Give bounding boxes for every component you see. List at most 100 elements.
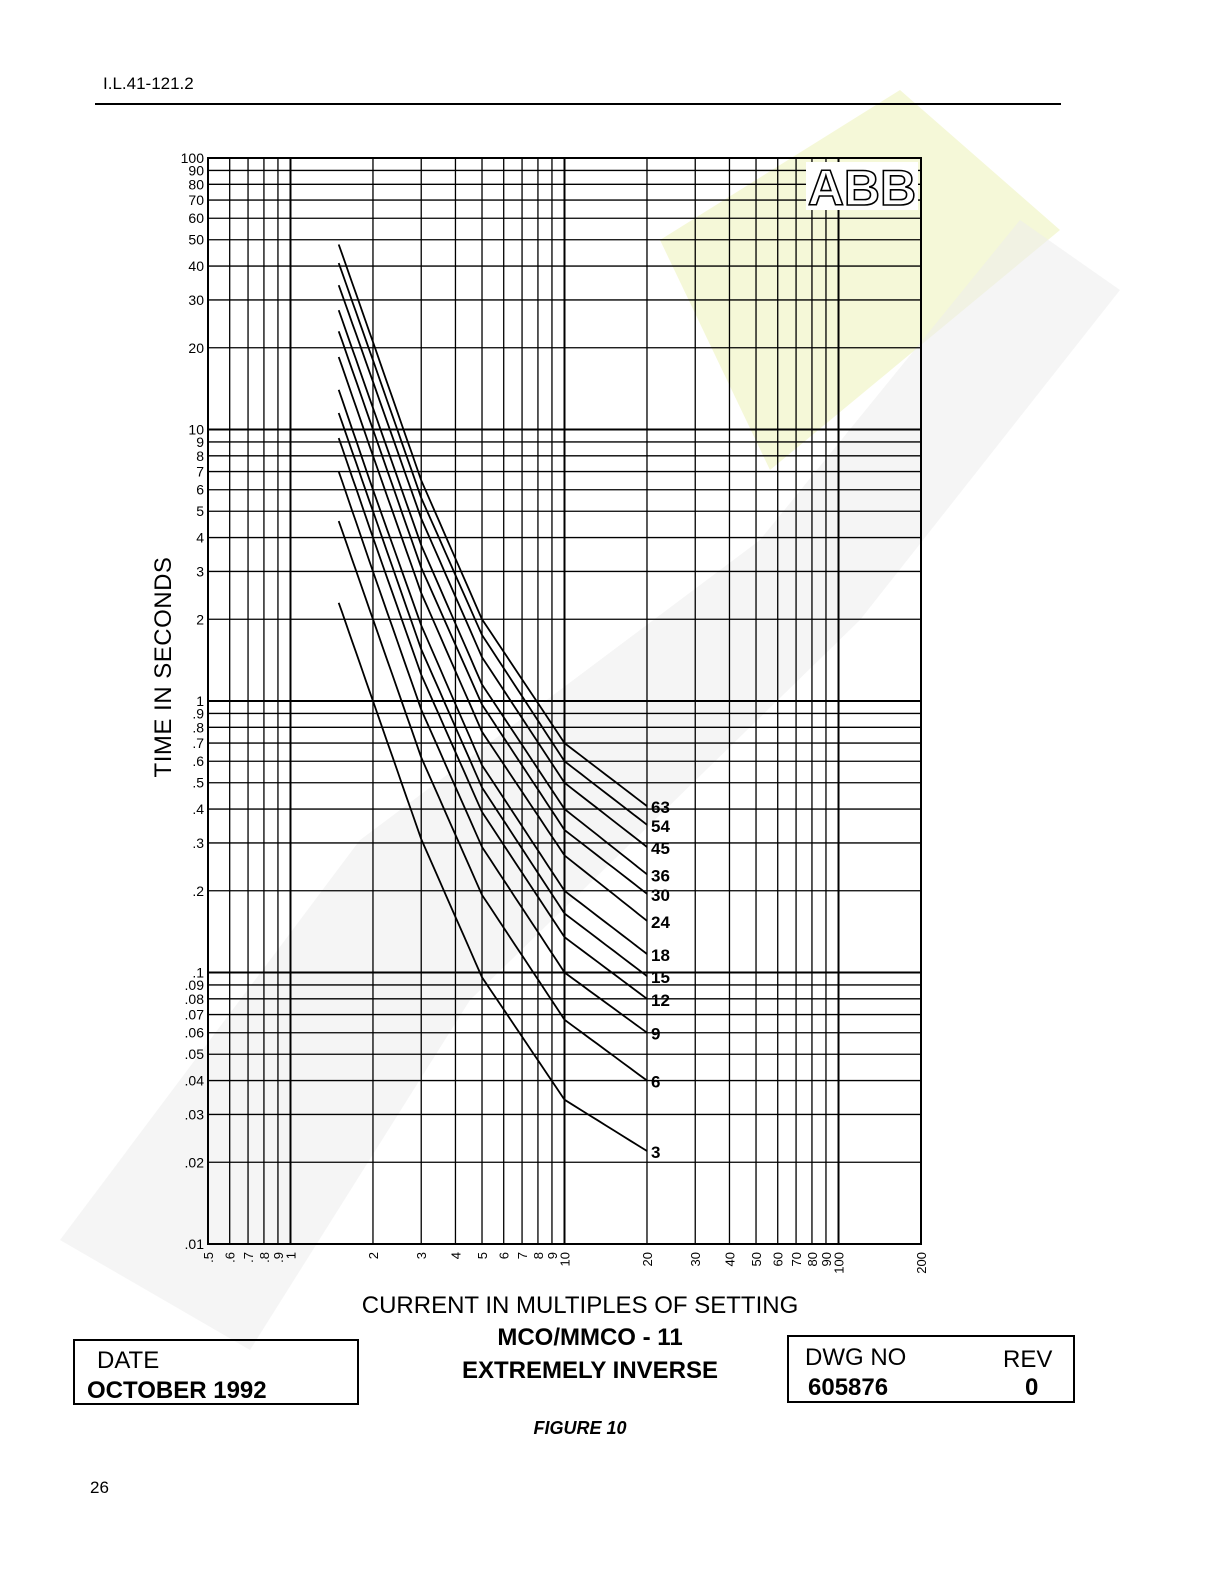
y-tick-label: .4 (192, 801, 204, 817)
curve-label-15: 15 (651, 968, 670, 987)
y-tick-label: .02 (185, 1154, 205, 1170)
document-id: I.L.41-121.2 (103, 74, 194, 93)
y-tick-label: 30 (188, 292, 204, 308)
y-axis-label: TIME IN SECONDS (150, 556, 177, 778)
x-tick-label: 100 (832, 1252, 847, 1274)
abb-logo-text: ABB (808, 160, 916, 216)
y-tick-label: .03 (185, 1106, 205, 1122)
curve-54 (337, 262, 648, 826)
date-label: DATE (97, 1347, 160, 1374)
curve-30 (337, 330, 648, 895)
curve-label-30: 30 (651, 886, 670, 905)
x-tick-label: 200 (914, 1252, 929, 1274)
x-tick-label: 6 (497, 1252, 512, 1259)
x-tick-label: 80 (805, 1252, 820, 1266)
date-box: DATE OCTOBER 1992 (73, 1339, 359, 1405)
x-tick-label: 8 (531, 1252, 546, 1259)
drawing-number-label: DWG NO (805, 1344, 907, 1371)
y-tick-label: .09 (185, 977, 205, 993)
x-tick-label: 1 (283, 1252, 298, 1259)
curve-label-6: 6 (651, 1073, 660, 1092)
y-tick-label: 10 (188, 422, 204, 438)
x-tick-label: .6 (223, 1252, 238, 1263)
drawing-number-box: DWG NO 605876 REV 0 (787, 1335, 1075, 1403)
y-tick-label: .1 (192, 965, 204, 981)
curve-18 (337, 389, 648, 955)
revision-value: 0 (1025, 1374, 1039, 1401)
y-tick-label: .08 (185, 991, 205, 1007)
curve-label-54: 54 (651, 817, 670, 836)
y-tick-label: 5 (196, 503, 204, 519)
abb-logo: ABB (806, 159, 918, 217)
curve-9 (337, 471, 648, 1034)
y-tick-label: 70 (188, 192, 204, 208)
y-tick-label: 60 (188, 210, 204, 226)
x-tick-labels: .5 .6.7.8.91 2 3 4 5 6 7 8 910 20 30 40 50 60 70 80 90100… (201, 1252, 929, 1274)
x-tick-label: 30 (688, 1252, 703, 1266)
x-tick-label: 3 (414, 1252, 429, 1259)
x-tick-label: 20 (640, 1252, 655, 1266)
y-tick-label: 7 (196, 464, 204, 480)
curve-12 (337, 437, 648, 1000)
revision-label: REV (1003, 1346, 1053, 1373)
x-tick-label: .8 (257, 1252, 272, 1263)
y-tick-label: .8 (192, 719, 204, 735)
curve-label-12: 12 (651, 991, 670, 1010)
y-tick-label: .3 (192, 835, 204, 851)
y-tick-label: 9 (196, 434, 204, 450)
y-tick-label: 4 (196, 530, 204, 546)
drawing-number-value: 605876 (808, 1374, 889, 1401)
y-tick-label: .5 (192, 775, 204, 791)
figure-caption: FIGURE 10 (533, 1418, 627, 1438)
y-tick-label: 8 (196, 448, 204, 464)
x-tick-label: .7 (241, 1252, 256, 1263)
y-tick-label: 6 (196, 482, 204, 498)
x-tick-label: 4 (448, 1252, 463, 1259)
y-tick-label: .9 (192, 705, 204, 721)
x-tick-label: .5 (201, 1252, 216, 1263)
x-tick-label: .9 (271, 1252, 286, 1263)
curve-label-24: 24 (651, 913, 670, 932)
curve-label-3: 3 (651, 1143, 660, 1162)
curve-15 (337, 412, 648, 977)
y-tick-label: .01 (185, 1236, 205, 1252)
y-tick-label: .07 (185, 1007, 205, 1023)
y-tick-label: 80 (188, 176, 204, 192)
x-tick-label: 7 (515, 1252, 530, 1259)
curve-label-9: 9 (651, 1025, 660, 1044)
page-number: 26 (90, 1478, 109, 1497)
x-tick-label: 5 (475, 1252, 490, 1259)
curve-3 (337, 602, 648, 1152)
y-tick-label: 90 (188, 162, 204, 178)
curve-45 (337, 284, 648, 848)
curve-36 (337, 309, 648, 876)
x-tick-label: 70 (789, 1252, 804, 1266)
chart-grid (207, 157, 922, 1245)
y-tick-labels: .01 .02 .03 .04 .05 .06 .07.08.09.1 .2 .3 .4 .5 .6.… (181, 150, 205, 1252)
curve-24 (337, 356, 648, 922)
curves (337, 244, 648, 1152)
y-tick-label: 100 (181, 150, 205, 166)
y-tick-label: 50 (188, 232, 204, 248)
y-tick-label: 40 (188, 258, 204, 274)
x-axis-label: CURRENT IN MULTIPLES OF SETTING (361, 1292, 799, 1319)
chart-title-line2: EXTREMELY INVERSE (461, 1357, 719, 1384)
y-tick-label: .06 (185, 1025, 205, 1041)
header-rule (95, 103, 1061, 105)
y-tick-label: 1 (196, 693, 204, 709)
curve-63 (337, 244, 648, 807)
y-tick-label: 20 (188, 340, 204, 356)
x-tick-label: 9 (545, 1252, 560, 1259)
y-tick-label: 2 (196, 611, 204, 627)
x-tick-label: 10 (558, 1252, 573, 1266)
x-tick-label: 40 (722, 1252, 737, 1266)
x-tick-label: 60 (771, 1252, 786, 1266)
curve-label-36: 36 (651, 866, 670, 885)
y-tick-label: 3 (196, 563, 204, 579)
chart-title-line1: MCO/MMCO - 11 (497, 1324, 683, 1351)
curve-6 (337, 520, 648, 1082)
x-tick-label: 50 (749, 1252, 764, 1266)
y-tick-label: .7 (192, 735, 204, 751)
curve-label-63: 63 (651, 798, 670, 817)
